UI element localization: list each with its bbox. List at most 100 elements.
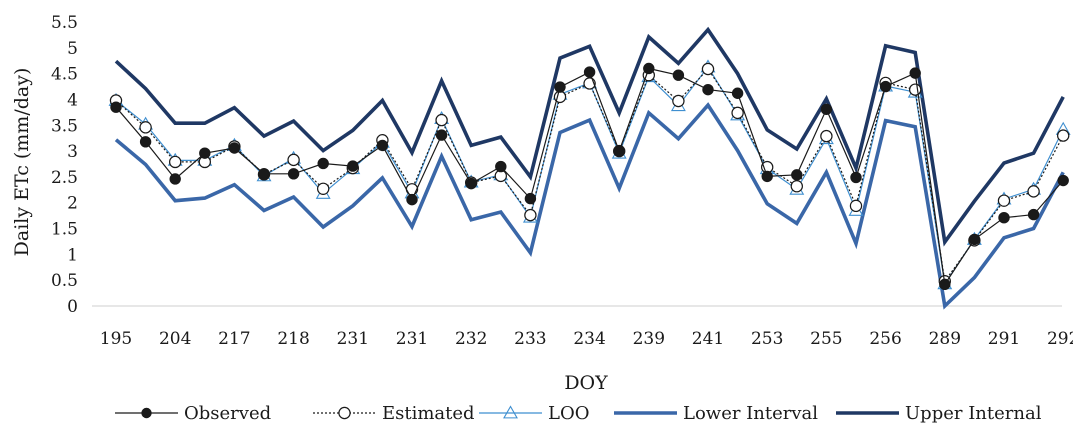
data-point bbox=[168, 155, 182, 169]
data-point bbox=[139, 121, 152, 134]
data-point bbox=[997, 194, 1011, 207]
x-tick-label: 231 bbox=[337, 329, 369, 349]
y-tick-label: 1.5 bbox=[51, 220, 78, 240]
y-tick-label: 1 bbox=[67, 245, 78, 265]
data-point bbox=[583, 66, 596, 78]
y-tick-label: 2 bbox=[67, 194, 78, 214]
legend-item: Lower Interval bbox=[614, 403, 818, 424]
y-tick-label: 4.5 bbox=[51, 65, 78, 85]
y-tick-label: 3.5 bbox=[51, 116, 78, 136]
data-point bbox=[791, 169, 803, 181]
x-tick-label: 195 bbox=[100, 329, 132, 349]
legend-item: Estimated bbox=[313, 403, 475, 424]
series-observed bbox=[110, 62, 1069, 291]
data-point bbox=[968, 233, 981, 246]
data-point bbox=[820, 103, 833, 115]
series-line bbox=[114, 26, 1065, 247]
data-point bbox=[702, 83, 714, 96]
data-point bbox=[228, 142, 241, 154]
series-upper-internal bbox=[114, 26, 1065, 247]
x-tick-label: 204 bbox=[159, 329, 191, 349]
data-point bbox=[406, 193, 418, 206]
x-tick-label: 289 bbox=[929, 329, 961, 349]
data-point bbox=[849, 199, 863, 213]
series-line bbox=[115, 68, 1064, 283]
x-tick-label: 234 bbox=[573, 329, 605, 349]
x-tick-label: 239 bbox=[633, 329, 665, 349]
x-tick-label: 253 bbox=[751, 329, 783, 349]
data-point bbox=[287, 153, 300, 167]
y-tick-label: 3 bbox=[67, 142, 78, 162]
y-axis-title: Daily ETc (mm/day) bbox=[11, 68, 33, 257]
data-point bbox=[199, 147, 211, 159]
data-point bbox=[731, 106, 744, 120]
legend-item: LOO bbox=[479, 403, 589, 424]
x-tick-label: 217 bbox=[218, 329, 250, 349]
legend-marker bbox=[338, 406, 351, 420]
y-tick-label: 5.5 bbox=[51, 13, 78, 33]
legend-marker bbox=[141, 407, 152, 419]
data-point bbox=[1056, 129, 1070, 142]
data-point bbox=[909, 83, 922, 96]
x-tick-label: 256 bbox=[869, 329, 901, 349]
data-point bbox=[820, 129, 833, 143]
data-point bbox=[317, 182, 330, 195]
legend-label: Lower Interval bbox=[683, 403, 818, 424]
y-tick-label: 0 bbox=[67, 297, 78, 317]
data-point bbox=[376, 139, 389, 152]
x-tick-label: 292 bbox=[1047, 329, 1073, 349]
legend-label: Upper Internal bbox=[905, 403, 1042, 424]
data-point bbox=[554, 81, 566, 93]
data-point bbox=[258, 168, 270, 180]
data-point bbox=[110, 101, 122, 113]
legend-label: Observed bbox=[184, 403, 271, 424]
data-point bbox=[909, 67, 921, 79]
x-tick-label: 255 bbox=[810, 329, 842, 349]
data-point bbox=[790, 180, 804, 193]
data-point bbox=[998, 212, 1010, 224]
data-point bbox=[465, 177, 477, 190]
x-tick-label: 231 bbox=[396, 329, 428, 349]
data-point bbox=[435, 129, 448, 141]
data-point bbox=[435, 113, 448, 127]
series-estimated bbox=[109, 62, 1070, 288]
legend-label: Estimated bbox=[382, 403, 475, 424]
series-lower-interval bbox=[114, 102, 1065, 310]
y-tick-label: 2.5 bbox=[51, 168, 78, 188]
data-point bbox=[347, 160, 359, 172]
data-point bbox=[317, 157, 329, 170]
legend: Observed Estimated LOO Lower Interval Upper … bbox=[115, 403, 1042, 424]
y-axis-title-group: Daily ETc (mm/day) bbox=[11, 68, 33, 257]
y-tick-label: 5 bbox=[67, 39, 78, 59]
data-point bbox=[701, 62, 715, 76]
data-point bbox=[939, 278, 951, 291]
data-point bbox=[1057, 174, 1069, 187]
data-point bbox=[879, 80, 892, 93]
data-point bbox=[1027, 208, 1040, 221]
data-point bbox=[672, 94, 685, 108]
x-axis-ticks: 195 204 217 218 231 231 232 233 234 239 241 253 255 2… bbox=[100, 329, 1073, 349]
x-tick-label: 218 bbox=[277, 329, 309, 349]
y-tick-label: 4 bbox=[67, 90, 78, 110]
data-point bbox=[613, 145, 625, 157]
legend-label: LOO bbox=[548, 403, 589, 424]
data-point bbox=[524, 208, 537, 222]
x-tick-label: 291 bbox=[988, 329, 1020, 349]
legend-item: Upper Internal bbox=[836, 403, 1042, 424]
data-point bbox=[731, 87, 744, 99]
data-point bbox=[761, 170, 773, 183]
legend-marker bbox=[503, 405, 518, 419]
data-point bbox=[850, 171, 862, 184]
data-point bbox=[169, 173, 181, 185]
x-tick-label: 241 bbox=[692, 329, 724, 349]
data-point bbox=[139, 136, 152, 148]
x-axis-title: DOY bbox=[564, 372, 608, 394]
series-loo bbox=[108, 59, 1071, 290]
data-point bbox=[524, 192, 537, 205]
data-point bbox=[1027, 185, 1040, 198]
x-tick-label: 232 bbox=[455, 329, 487, 349]
data-point bbox=[643, 62, 655, 75]
legend-item: Observed bbox=[115, 403, 271, 424]
y-axis-ticks: 0 0.5 1 1.5 2 2.5 3 3.5 4 4.5 5 5.5 bbox=[51, 13, 78, 317]
